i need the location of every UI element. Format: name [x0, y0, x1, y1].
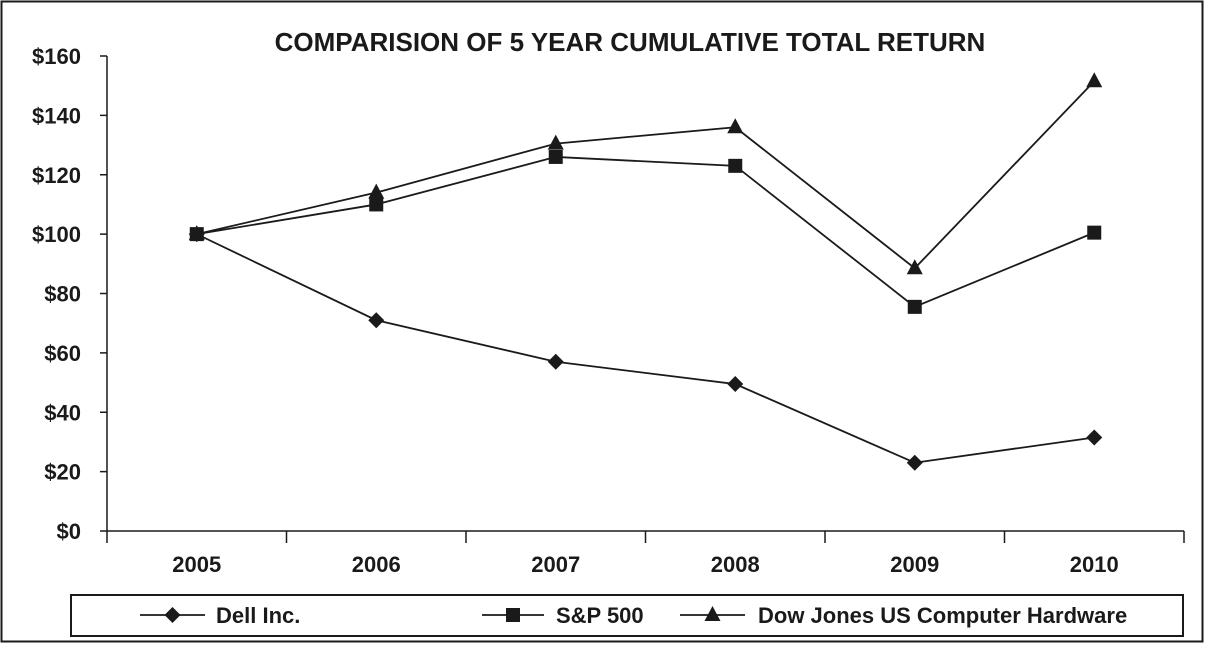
series-line [196, 156, 1095, 308]
legend: Dell Inc. S&P 500 Dow Jones US Computer Ha… [70, 594, 1184, 637]
series-triangle [188, 72, 1103, 275]
legend-item: Dell Inc. [140, 603, 300, 628]
y-tick-label: $80 [44, 282, 81, 307]
legend-box [70, 594, 1184, 637]
y-axis: $0 $20 $40 $60 $80 $100 $120 $140 $160 [32, 44, 108, 544]
data-point [728, 158, 743, 173]
data-point [1086, 72, 1103, 88]
data-point [548, 149, 563, 164]
legend-item: S&P 500 [482, 603, 644, 628]
legend-label: S&P 500 [556, 603, 644, 628]
legend-label: Dell Inc. [216, 603, 300, 628]
data-point [906, 259, 923, 275]
x-tick-label: 2008 [711, 552, 760, 577]
x-tick-label: 2010 [1070, 552, 1119, 577]
x-tick-label: 2009 [890, 552, 939, 577]
data-point [368, 312, 385, 329]
y-tick-label: $160 [32, 44, 81, 69]
series-square [189, 149, 1102, 314]
x-axis: 2005 2006 2007 2008 2009 2010 [106, 530, 1185, 577]
data-point [1086, 429, 1103, 446]
series-layer [188, 72, 1103, 471]
x-tick-label: 2006 [352, 552, 401, 577]
chart-title: COMPARISION OF 5 YEAR CUMULATIVE TOTAL R… [275, 27, 986, 57]
y-tick-label: $40 [44, 400, 81, 425]
y-tick-label: $20 [44, 460, 81, 485]
y-tick-label: $100 [32, 222, 81, 247]
legend-marker [164, 607, 181, 623]
x-tick-label: 2007 [531, 552, 580, 577]
data-point [727, 118, 744, 134]
data-point [547, 134, 564, 150]
legend-item: Dow Jones US Computer Hardware [680, 603, 1127, 628]
data-point [369, 197, 384, 212]
data-point [1087, 225, 1102, 240]
y-tick-label: $120 [32, 163, 81, 188]
data-point [727, 376, 744, 393]
legend-label: Dow Jones US Computer Hardware [758, 603, 1127, 628]
series-line [196, 80, 1095, 270]
y-tick-label: $60 [44, 341, 81, 366]
legend-marker [506, 608, 520, 622]
series-line [196, 233, 1095, 464]
y-tick-label: $140 [32, 103, 81, 128]
x-tick-label: 2005 [172, 552, 221, 577]
data-point [368, 183, 385, 199]
data-point [547, 353, 564, 370]
y-tick-label: $0 [57, 519, 81, 544]
data-point [907, 299, 922, 314]
data-point [906, 454, 923, 471]
data-point [188, 225, 205, 241]
legend-marker [704, 606, 721, 621]
